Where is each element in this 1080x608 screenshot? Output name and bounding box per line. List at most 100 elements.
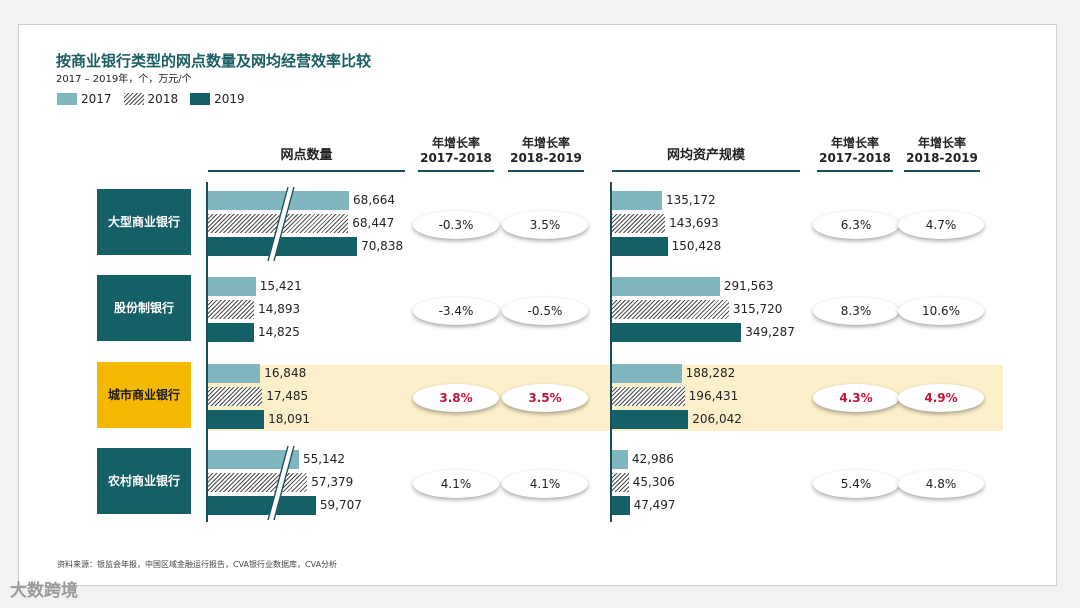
legend-swatch-2018	[123, 93, 144, 105]
axis-break-line	[267, 186, 289, 262]
branch-value-city-2017: 16,848	[264, 366, 307, 380]
asset-value-large-2018: 143,693	[669, 216, 719, 230]
branch-growth-2017-2018-joint-stock: -3.4%	[413, 297, 499, 325]
asset-growth-2017-2018-large: 6.3%	[813, 211, 899, 239]
asset-bar-large-2019	[612, 237, 668, 256]
header-asset-growth-1-rule	[817, 170, 893, 172]
asset-growth-2017-2018-rural: 5.4%	[813, 470, 899, 498]
legend-label-2019: 2019	[214, 92, 245, 106]
axis-break-gap	[267, 186, 295, 262]
branch-growth-2017-2018-rural: 4.1%	[413, 470, 499, 498]
asset-bar-city-2017	[612, 364, 682, 383]
category-label-line1: 城市商业	[107, 388, 156, 402]
branch-value-rural-2017: 55,142	[303, 452, 346, 466]
source-note: 资料来源：银监会年报，中国区域金融运行报告，CVA银行业数据库，CVA分析	[57, 560, 338, 569]
header-branch-count-rule	[208, 170, 405, 172]
legend: 2017 2018 2019	[57, 92, 257, 106]
branch-value-city-2018: 17,485	[266, 389, 309, 403]
legend-item-2017: 2017	[57, 92, 112, 106]
branch-value-joint-stock-2017: 15,421	[259, 279, 302, 293]
category-label-line2: 银行	[156, 388, 181, 402]
growth-period: 2018-2019	[906, 151, 978, 165]
asset-bar-joint-stock-2017	[612, 277, 720, 296]
category-label-line2: 银行	[150, 301, 175, 315]
category-label-line1: 大型商业	[107, 215, 156, 229]
legend-label-2017: 2017	[81, 92, 112, 106]
branch-bar-joint-stock-2017	[208, 277, 256, 296]
asset-growth-2018-2019-large: 4.7%	[898, 211, 984, 239]
legend-label-2018: 2018	[147, 92, 179, 106]
growth-label: 年增长率	[830, 136, 879, 150]
legend-swatch-2017	[57, 93, 77, 105]
growth-label: 年增长率	[431, 136, 480, 150]
branch-value-rural-2018: 57,379	[311, 475, 354, 489]
asset-bar-rural-2017	[612, 450, 628, 469]
asset-value-joint-stock-2017: 291,563	[723, 279, 774, 293]
asset-bar-joint-stock-2019	[612, 323, 742, 342]
header-branch-growth-2: 年增长率 2018-2019	[508, 136, 584, 166]
asset-value-large-2019: 150,428	[671, 239, 722, 253]
branch-growth-2018-2019-joint-stock: -0.5%	[502, 297, 588, 325]
branch-bar-city-2019	[208, 410, 265, 429]
header-asset-growth-2: 年增长率 2018-2019	[904, 136, 980, 166]
legend-item-2018: 2018	[123, 92, 179, 106]
branch-bar-joint-stock-2018	[208, 300, 255, 319]
asset-value-rural-2018: 45,306	[632, 475, 675, 489]
axis-break-large	[267, 186, 295, 262]
chart-subtitle: 2017 – 2019年，个，万元/个	[56, 74, 192, 85]
growth-period: 2017-2018	[819, 151, 891, 165]
branch-value-large-2018: 68,447	[352, 216, 395, 230]
asset-bar-rural-2019	[612, 496, 630, 515]
header-asset-growth-2-rule	[904, 170, 980, 172]
branch-bar-city-2018	[208, 387, 263, 406]
branch-growth-2018-2019-large: 3.5%	[502, 211, 588, 239]
growth-label: 年增长率	[521, 136, 570, 150]
branch-bar-rural-2019	[208, 496, 316, 515]
asset-value-city-2017: 188,282	[685, 366, 736, 380]
branch-growth-2017-2018-city: 3.8%	[413, 384, 499, 412]
legend-swatch-2019	[190, 93, 211, 105]
asset-growth-2018-2019-joint-stock: 10.6%	[898, 297, 984, 325]
branch-bar-large-2019	[208, 237, 358, 256]
growth-period: 2018-2019	[510, 151, 582, 165]
category-joint-stock: 股份制 银行	[97, 275, 191, 341]
branch-growth-2018-2019-city: 3.5%	[502, 384, 588, 412]
branch-bar-joint-stock-2019	[208, 323, 254, 342]
header-branch-count: 网点数量	[280, 148, 333, 163]
axis-break-line	[273, 445, 295, 521]
asset-value-rural-2019: 47,497	[633, 498, 676, 512]
branch-value-large-2019: 70,838	[361, 239, 404, 253]
asset-scale-axis	[610, 182, 612, 522]
category-label-line1: 农村商业	[107, 474, 156, 488]
chart-title: 按商业银行类型的网点数量及网均经营效率比较	[56, 52, 372, 70]
header-asset-growth-1: 年增长率 2017-2018	[817, 136, 893, 166]
category-rural: 农村商业 银行	[97, 448, 191, 514]
header-branch-growth-1: 年增长率 2017-2018	[418, 136, 494, 166]
asset-growth-2017-2018-city: 4.3%	[813, 384, 899, 412]
axis-break-rural	[267, 445, 295, 521]
branch-growth-2017-2018-large: -0.3%	[413, 211, 499, 239]
branch-bar-rural-2017	[208, 450, 300, 469]
growth-period: 2017-2018	[420, 151, 492, 165]
branch-bar-large-2017	[208, 191, 350, 210]
header-asset-scale-rule	[612, 170, 800, 172]
asset-value-large-2017: 135,172	[666, 193, 716, 207]
header-asset-scale: 网均资产规模	[666, 148, 745, 163]
asset-value-rural-2017: 42,986	[631, 452, 674, 466]
asset-bar-large-2017	[612, 191, 662, 210]
asset-value-city-2019: 206,042	[692, 412, 742, 426]
category-label-line1: 股份制	[113, 301, 150, 315]
branch-growth-2018-2019-rural: 4.1%	[502, 470, 588, 498]
asset-bar-large-2018	[612, 214, 666, 233]
branch-value-city-2019: 18,091	[268, 412, 311, 426]
watermark: 大数跨境	[10, 581, 78, 601]
asset-growth-2018-2019-city: 4.9%	[898, 384, 984, 412]
category-large: 大型商业 银行	[97, 189, 191, 255]
header-branch-growth-1-rule	[418, 170, 494, 172]
branch-value-large-2017: 68,664	[353, 193, 396, 207]
asset-growth-2017-2018-joint-stock: 8.3%	[813, 297, 899, 325]
axis-break-line	[267, 445, 289, 521]
asset-bar-rural-2018	[612, 473, 629, 492]
category-label-line2: 银行	[156, 474, 181, 488]
asset-growth-2018-2019-rural: 4.8%	[898, 470, 984, 498]
